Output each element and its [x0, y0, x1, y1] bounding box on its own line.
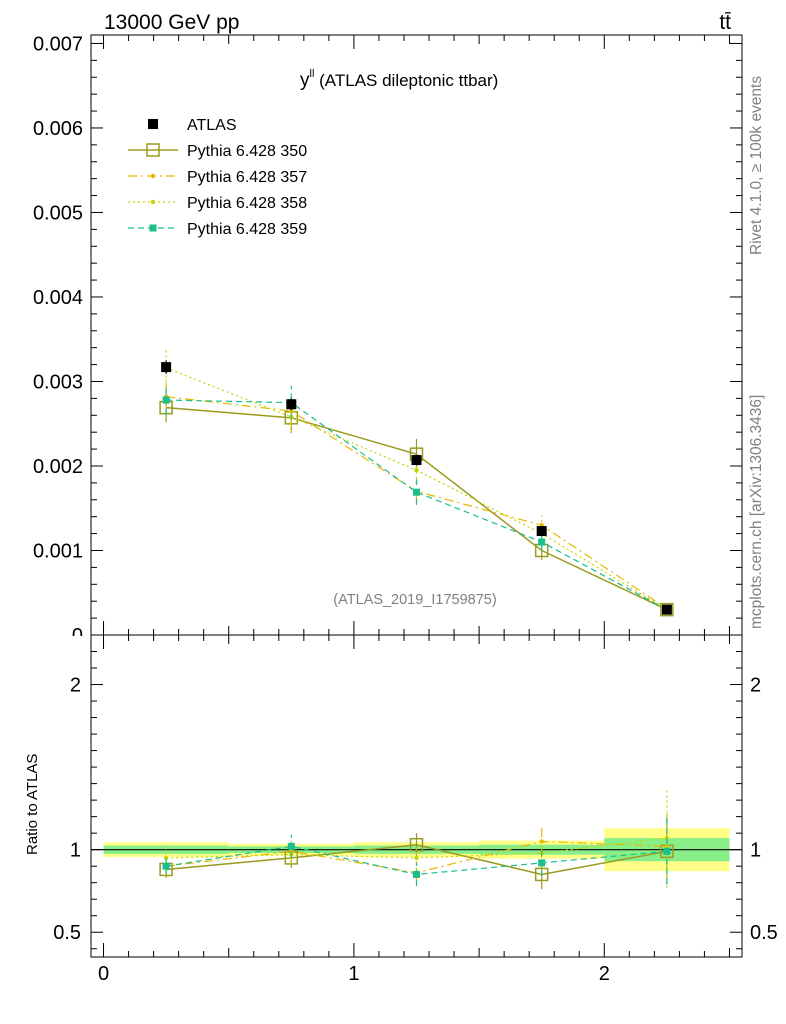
ratio-point-p359 — [538, 859, 546, 867]
ratio-point-p358 — [163, 855, 169, 861]
main-point-data — [411, 455, 422, 466]
main-line-p359 — [166, 399, 668, 611]
mcplots-label: mcplots.cern.ch [arXiv:1306.3436] — [748, 395, 765, 629]
ratio-point-p350 — [409, 837, 424, 852]
legend-label: Pythia 6.428 350 — [187, 143, 307, 160]
axes-layer: 00.0010.0020.0030.0040.0050.0060.0070120… — [33, 33, 778, 985]
series-layer — [159, 348, 674, 890]
main-ytick-label: 0.001 — [33, 540, 83, 562]
main-point-data — [536, 526, 547, 537]
legend-marker-data — [148, 119, 158, 129]
main-ytick-label: 0.002 — [33, 456, 83, 478]
main-point-p359 — [162, 396, 170, 404]
ratio-point-p359 — [663, 847, 671, 855]
ratio-ytick-label-right: 1 — [750, 840, 761, 862]
main-ytick-label: 0.006 — [33, 118, 83, 140]
ratio-point-p358 — [664, 835, 670, 841]
plot-title-rest: (ATLAS dileptonic ttbar) — [314, 71, 498, 90]
main-point-data — [161, 362, 172, 373]
main-point-p359 — [413, 488, 420, 496]
energy-label: 13000 GeV pp — [104, 11, 239, 34]
legend-marker-p357 — [150, 173, 156, 179]
ratio-point-p359 — [413, 870, 420, 878]
ratio-frame — [90, 634, 743, 958]
ratio-point-p357 — [289, 849, 294, 854]
legend-marker-p359 — [149, 224, 157, 232]
plot-title-sup: ll — [310, 68, 315, 80]
ratio-point-p359 — [162, 862, 170, 870]
main-point-p358 — [414, 468, 419, 473]
legend-label: ATLAS — [187, 117, 237, 134]
ratio-ytick-label-right: 2 — [750, 675, 761, 697]
ratio-point-p358 — [414, 855, 419, 861]
ratio-xtick-label: 1 — [348, 963, 359, 985]
ratio-ytick-label: 0.5 — [53, 922, 81, 944]
main-ytick-label: 0.003 — [33, 371, 83, 393]
rivet-label: Rivet 4.1.0, ≥ 100k events — [748, 76, 765, 255]
ratio-ytick-label: 2 — [70, 675, 81, 697]
ratio-ytick-label: 1 — [70, 840, 81, 862]
main-point-data — [661, 604, 672, 615]
plot-title: yll (ATLAS dileptonic ttbar) — [300, 68, 498, 91]
ratio-point-p350 — [534, 867, 549, 882]
ratio-ylabel: Ratio to ATLAS — [24, 754, 41, 855]
main-line-p350 — [166, 406, 668, 611]
legend-label: Pythia 6.428 357 — [187, 169, 307, 186]
ratio-point-p359 — [287, 842, 295, 850]
plot-title-main: y — [300, 70, 310, 91]
ratio-ytick-label-right: 0.5 — [750, 922, 778, 944]
main-ytick-label: 0.005 — [33, 202, 83, 224]
legend-label: Pythia 6.428 359 — [187, 221, 307, 238]
main-ytick-label: 0.004 — [33, 287, 83, 309]
main-point-p350 — [660, 602, 674, 617]
legend: ATLAS Pythia 6.428 350 Pythia 6.428 357 Pyt… — [128, 117, 307, 238]
legend-marker-p350 — [146, 143, 160, 157]
main-point-data — [286, 399, 297, 410]
ratio-xtick-label: 0 — [98, 963, 109, 985]
ratio-xtick-label: 2 — [599, 963, 610, 985]
process-label: tt̄ — [719, 11, 731, 34]
analysis-watermark: (ATLAS_2019_I1759875) — [333, 592, 496, 608]
main-ytick-label: 0.007 — [33, 33, 83, 55]
main-point-p359 — [538, 538, 546, 546]
label-clip-mask — [60, 636, 86, 648]
legend-marker-p358 — [150, 199, 156, 205]
legend-label: Pythia 6.428 358 — [187, 195, 307, 212]
